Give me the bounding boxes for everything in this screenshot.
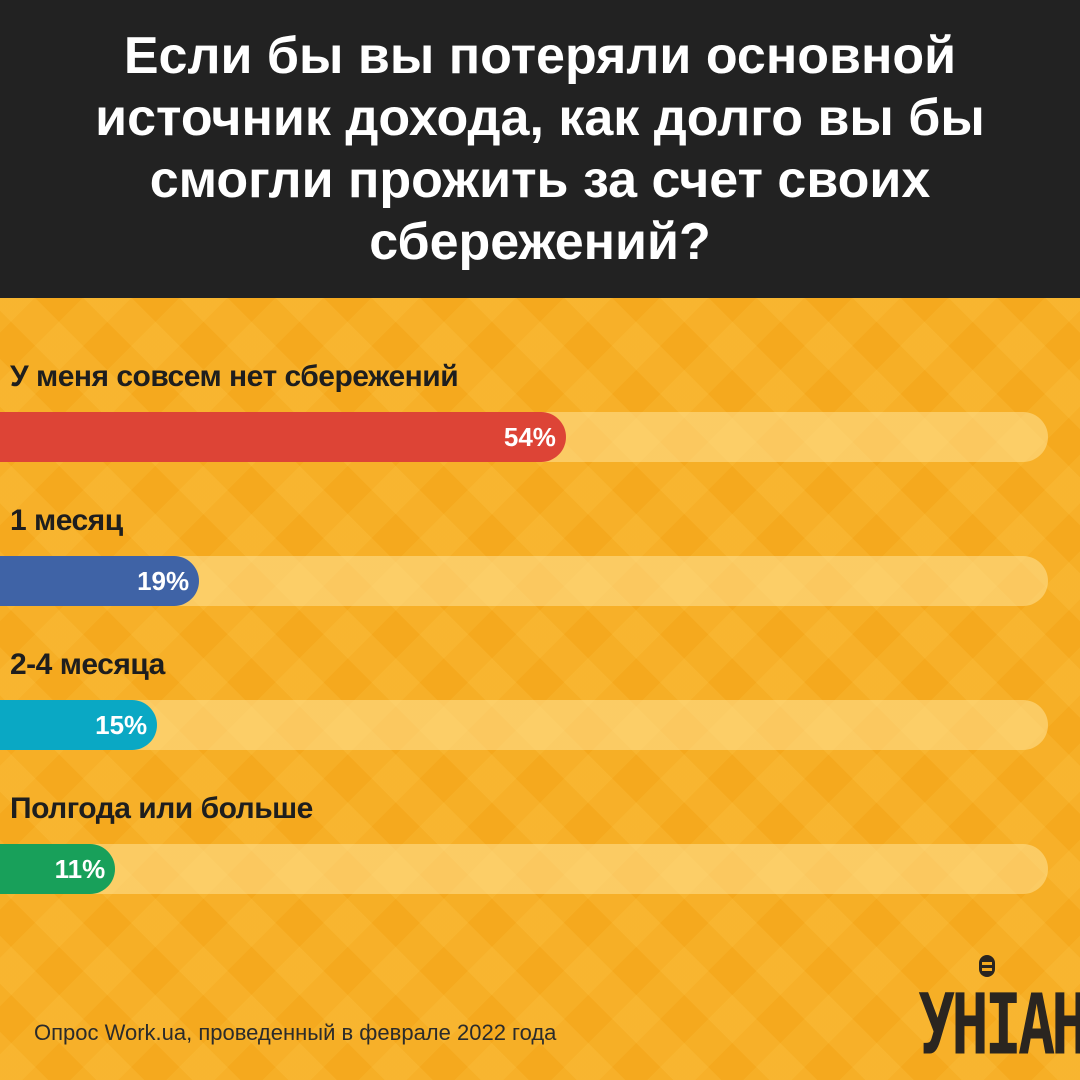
bar-chart: У меня совсем нет сбережений 54% 1 месяц… xyxy=(0,360,1080,936)
bar: 15% xyxy=(0,700,158,750)
bar-track: 11% xyxy=(0,844,1048,894)
bar-row: У меня совсем нет сбережений 54% xyxy=(0,360,1080,504)
value-label: 11% xyxy=(54,854,106,884)
bar-track: 15% xyxy=(0,700,1048,750)
category-label: 1 месяц xyxy=(10,504,123,537)
chart-title: Если бы вы потеряли основной источник до… xyxy=(95,27,985,271)
category-label: 2-4 месяца xyxy=(10,648,165,681)
bar-track: 54% xyxy=(0,412,1048,462)
bar-track: 19% xyxy=(0,556,1048,606)
category-label: У меня совсем нет сбережений xyxy=(10,360,459,393)
category-label: Полгода или больше xyxy=(10,792,313,825)
value-label: 19% xyxy=(137,566,190,596)
value-label: 15% xyxy=(95,710,148,740)
microphone-icon xyxy=(979,955,995,977)
source-note: Опрос Work.ua, проведенный в феврале 202… xyxy=(34,1020,557,1045)
bar: 11% xyxy=(0,844,116,894)
bar-row: 1 месяц 19% xyxy=(0,504,1080,648)
value-label: 54% xyxy=(503,422,556,452)
bar-row: 2-4 месяца 15% xyxy=(0,648,1080,792)
bar: 54% xyxy=(0,412,566,462)
logo-text: УНІАН xyxy=(918,975,1080,1074)
unian-logo: УНІАН xyxy=(918,955,1080,1074)
bar: 19% xyxy=(0,556,200,606)
bar-row: Полгода или больше 11% xyxy=(0,792,1080,936)
header: Если бы вы потеряли основной источник до… xyxy=(0,0,1080,298)
